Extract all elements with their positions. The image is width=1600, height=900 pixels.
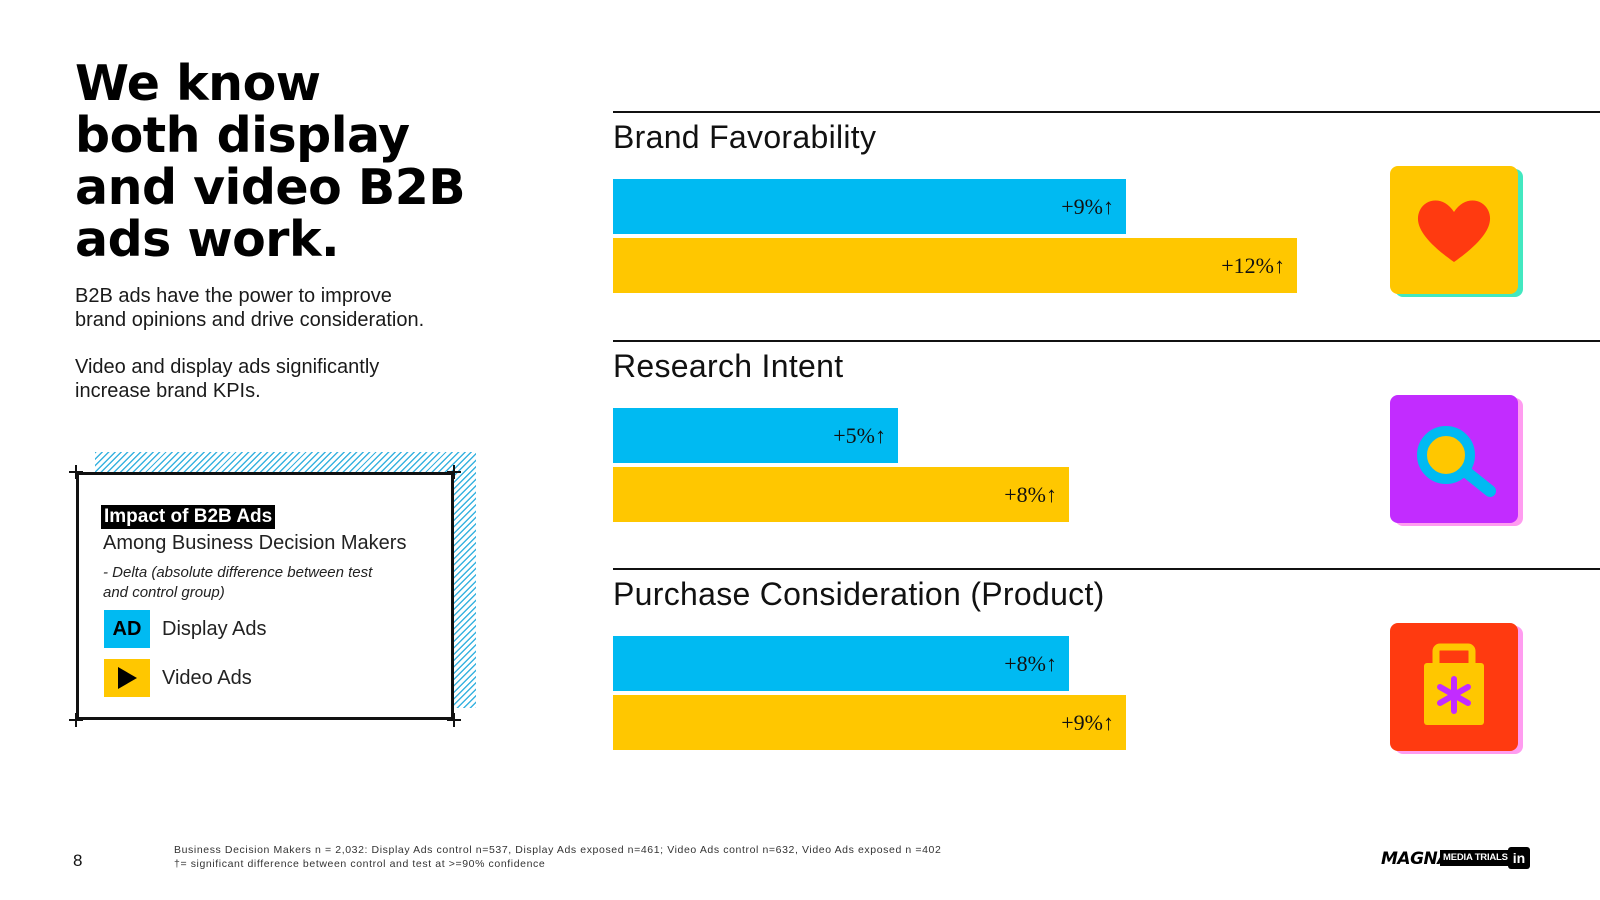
page-title: We know both display and video B2B ads w… [75, 58, 495, 266]
intro-paragraph: B2B ads have the power to improve brand … [75, 284, 495, 332]
headline-line: and video B2B [75, 159, 466, 216]
heart-icon [1390, 166, 1518, 294]
display-ads-bar [613, 179, 1126, 234]
bar-value-label: +9%↑ [1061, 194, 1114, 219]
linkedin-icon: in [1508, 847, 1530, 869]
chart-category-title: Purchase Consideration (Product) [613, 576, 1105, 612]
headline-line: ads work. [75, 211, 340, 268]
legend-subtitle: Among Business Decision Makers [103, 532, 407, 554]
video-ads-bar [613, 695, 1126, 750]
play-icon [104, 659, 150, 697]
chart-category-title: Brand Favorability [613, 119, 877, 155]
legend-label-video: Video Ads [162, 666, 252, 689]
legend-note: - Delta (absolute difference between tes… [103, 563, 443, 603]
crop-mark-icon [447, 713, 461, 727]
legend-note-line: and control group) [103, 584, 225, 601]
ad-icon-text: AD [112, 617, 142, 640]
page-number: 8 [73, 851, 83, 870]
bar-value-label: +12%↑ [1221, 253, 1285, 278]
footnote-line: Business Decision Makers n = 2,032: Disp… [174, 844, 942, 856]
play-icon-shape [118, 667, 137, 689]
video-ads-bar [613, 467, 1069, 522]
headline-line: We know [75, 55, 321, 112]
legend-item-video: Video Ads [104, 659, 252, 697]
bar-value-label: +8%↑ [1004, 651, 1057, 676]
magna-logo: MAGNA [1381, 849, 1450, 869]
section-divider [613, 568, 1600, 570]
crop-mark-icon [447, 465, 461, 479]
headline-line: both display [75, 107, 410, 164]
crop-mark-icon [69, 465, 83, 479]
media-trials-tag: MEDIA TRIALS [1440, 850, 1511, 866]
kpi-line: increase brand KPIs. [75, 380, 261, 402]
shopping-bag-icon [1390, 623, 1518, 751]
magnifier-icon [1390, 395, 1518, 523]
section-divider [613, 340, 1600, 342]
intro-line: B2B ads have the power to improve [75, 285, 392, 307]
footnote: Business Decision Makers n = 2,032: Disp… [174, 843, 941, 871]
bar-value-label: +9%↑ [1061, 710, 1114, 735]
legend-item-display: AD Display Ads [104, 610, 267, 648]
video-ads-bar [613, 238, 1297, 293]
chart-category-title: Research Intent [613, 348, 844, 384]
section-divider [613, 111, 1600, 113]
bar-value-label: +8%↑ [1004, 482, 1057, 507]
legend-title: Impact of B2B Ads [101, 505, 276, 529]
kpi-line: Video and display ads significantly [75, 356, 380, 378]
bar-value-label: +5%↑ [833, 423, 886, 448]
legend-box: Impact of B2B Ads Among Business Decisio… [76, 472, 454, 720]
ad-icon: AD [104, 610, 150, 648]
intro-line: brand opinions and drive consideration. [75, 309, 425, 331]
crop-mark-icon [69, 713, 83, 727]
display-ads-bar [613, 408, 898, 463]
legend-label-display: Display Ads [162, 617, 267, 640]
legend-note-line: - Delta (absolute difference between tes… [103, 564, 373, 581]
display-ads-bar [613, 636, 1069, 691]
kpi-paragraph: Video and display ads significantly incr… [75, 355, 495, 403]
footnote-line: †= significant difference between contro… [174, 858, 546, 870]
